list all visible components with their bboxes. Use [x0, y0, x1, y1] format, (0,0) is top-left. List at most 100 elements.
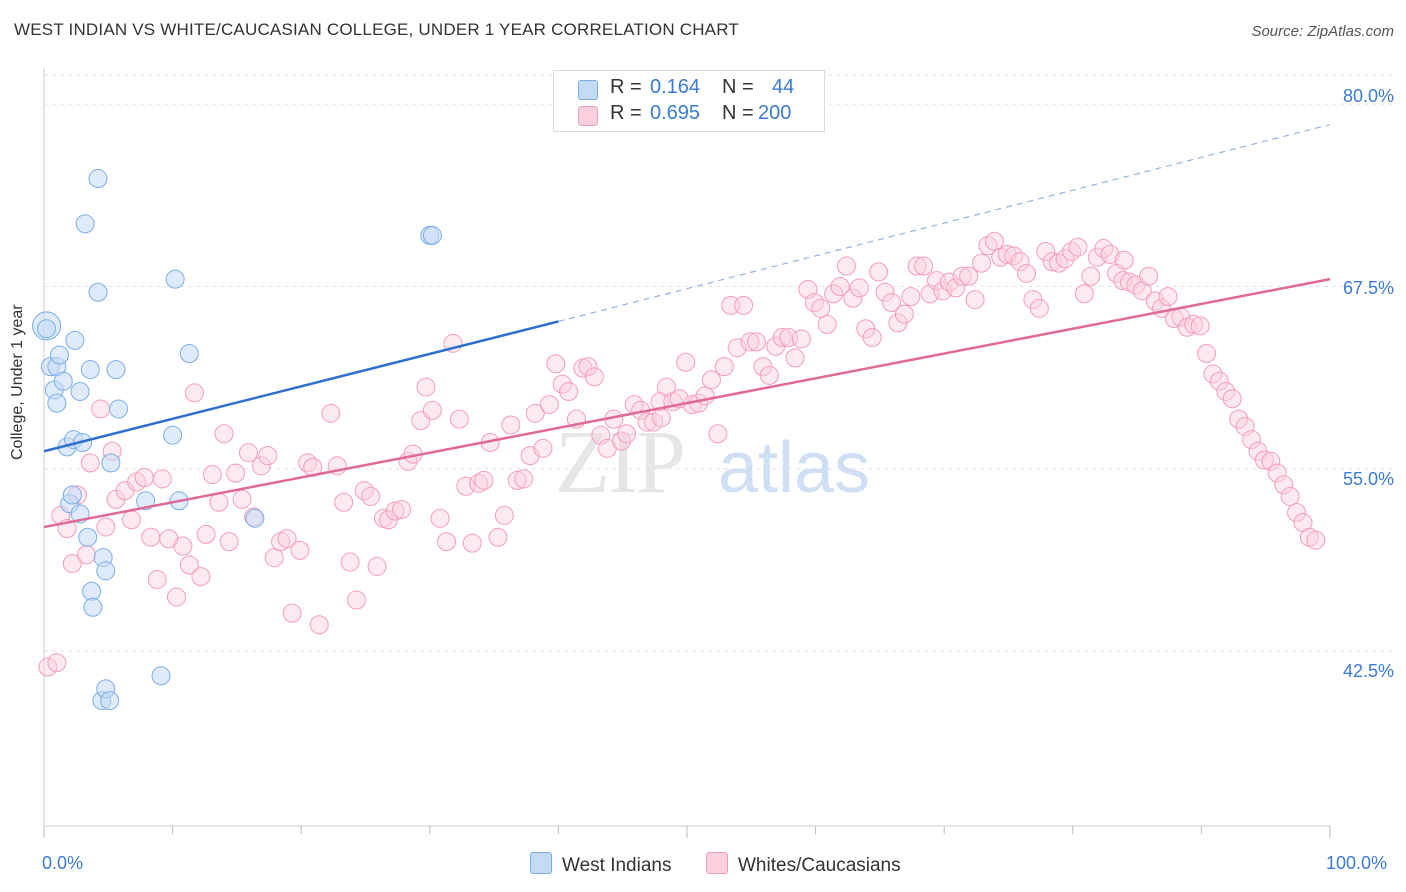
point-whites [202, 465, 222, 485]
point-whites [334, 492, 354, 512]
point-whites [1055, 249, 1075, 269]
point-west-indians [37, 319, 57, 339]
y-tick-label-55: 55.0% [1342, 469, 1394, 489]
point-west-indians [88, 169, 108, 189]
point-whites [209, 492, 229, 512]
point-whites [501, 415, 521, 435]
point-whites [734, 295, 754, 315]
point-west-indians [245, 508, 265, 528]
point-whites [1017, 263, 1037, 283]
x-tick-label-min: 0.0% [42, 853, 84, 873]
point-whites [708, 424, 728, 444]
point-west-indians [80, 360, 100, 380]
point-whites [226, 463, 246, 483]
point-whites [166, 587, 186, 607]
point-whites [1010, 252, 1030, 272]
point-whites [740, 332, 760, 352]
point-whites [474, 470, 494, 490]
point-whites [179, 555, 199, 575]
bottom-legend-label-west-indians: West Indians [562, 855, 672, 876]
point-whites [578, 357, 598, 377]
point-west-indians [47, 393, 67, 413]
point-whites [1036, 241, 1056, 261]
point-whites [869, 262, 889, 282]
point-west-indians [83, 597, 103, 617]
bottom-legend-west-indians: West Indians [530, 852, 671, 877]
point-whites [1229, 409, 1249, 429]
point-whites [121, 510, 141, 530]
point-whites [173, 536, 193, 556]
point-whites [80, 453, 100, 473]
point-whites [191, 567, 211, 587]
legend-r-value: 0.695 [650, 102, 701, 124]
point-whites [533, 438, 553, 458]
watermark-atlas: atlas [718, 428, 870, 508]
point-whites [1139, 266, 1159, 286]
point-whites [539, 395, 559, 415]
point-whites [559, 381, 579, 401]
point-west-indians [101, 453, 121, 473]
point-west-indians [96, 561, 116, 581]
trend-line-west-indians [43, 320, 559, 453]
point-whites [791, 329, 811, 349]
point-whites [62, 554, 82, 574]
point-whites [914, 256, 934, 276]
point-whites [1184, 314, 1204, 334]
point-whites [416, 377, 436, 397]
point-whites [901, 287, 921, 307]
point-whites [488, 527, 508, 547]
watermark-zip: ZIP [555, 413, 684, 512]
point-west-indians [88, 282, 108, 302]
point-whites [47, 653, 67, 673]
point-whites [1068, 237, 1088, 257]
point-whites [449, 409, 469, 429]
point-whites [385, 501, 405, 521]
point-whites [196, 524, 216, 544]
point-whites [1113, 271, 1133, 291]
legend: R = 0.164 N = 44 R = 0.695 N = 200 [553, 70, 825, 132]
point-whites [894, 304, 914, 324]
point-whites [1081, 266, 1101, 286]
point-whites [238, 443, 258, 463]
point-west-indians [62, 485, 82, 505]
point-whites [701, 370, 721, 390]
point-whites [746, 332, 766, 352]
point-west-indians [109, 399, 129, 419]
point-west-indians [82, 581, 102, 601]
point-whites [772, 327, 792, 347]
point-west-indians [53, 371, 73, 391]
point-west-indians [75, 214, 95, 234]
legend-n-value: 200 [758, 102, 792, 124]
point-whites [1222, 389, 1242, 409]
axes [43, 68, 1331, 838]
point-whites [152, 469, 172, 489]
point-whites [1254, 450, 1274, 470]
point-whites [1287, 502, 1307, 522]
point-whites [843, 288, 863, 308]
point-whites [38, 657, 58, 677]
y-tick-label-80: 80.0% [1342, 86, 1394, 106]
legend-swatch-whites [578, 106, 598, 126]
point-whites [462, 533, 482, 553]
point-whites [91, 399, 111, 419]
point-whites [422, 400, 442, 420]
point-whites [147, 570, 167, 590]
point-whites [1042, 252, 1062, 272]
point-whites [1100, 244, 1120, 264]
point-whites [437, 532, 457, 552]
point-whites [584, 367, 604, 387]
point-whites [811, 298, 831, 318]
point-whites [1074, 284, 1094, 304]
point-whites [321, 403, 341, 423]
point-whites [552, 374, 572, 394]
point-whites [907, 256, 927, 276]
point-whites [346, 590, 366, 610]
chart-title: WEST INDIAN VS WHITE/CAUCASIAN COLLEGE, … [14, 20, 739, 39]
point-whites [875, 282, 895, 302]
point-whites [361, 486, 381, 506]
point-west-indians [78, 527, 98, 547]
legend-r-value: 0.164 [650, 76, 701, 98]
point-whites [1114, 250, 1134, 270]
point-whites [1242, 430, 1262, 450]
